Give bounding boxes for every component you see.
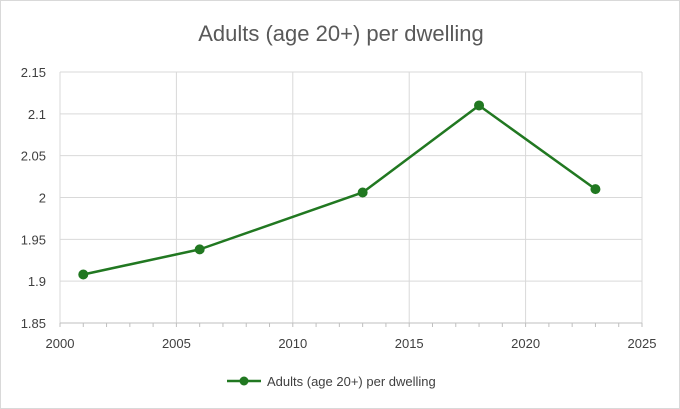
y-tick-label: 1.95 xyxy=(21,232,46,247)
legend-point-marker xyxy=(239,376,249,386)
legend: Adults (age 20+) per dwelling xyxy=(227,374,436,389)
x-tick-label: 2010 xyxy=(278,336,307,351)
axes: 1.85 1.9 1.95 2 2.05 2.1 2.15 2000 2005 2010 2015 2… xyxy=(21,65,657,351)
series-layer xyxy=(78,100,601,280)
legend-label: Adults (age 20+) per dwelling xyxy=(267,374,436,389)
y-tick-label: 1.85 xyxy=(21,316,46,331)
data-point xyxy=(78,269,89,280)
x-tick-label: 2025 xyxy=(628,336,657,351)
data-point xyxy=(590,184,601,195)
x-tick-label: 2015 xyxy=(395,336,424,351)
x-tick-label: 2000 xyxy=(46,336,75,351)
chart-title: Adults (age 20+) per dwelling xyxy=(198,21,484,46)
data-point xyxy=(194,244,205,255)
data-point xyxy=(357,187,368,198)
y-tick-label: 2.1 xyxy=(28,107,46,122)
data-point xyxy=(474,100,485,111)
y-tick-label: 2.15 xyxy=(21,65,46,80)
grid-lines xyxy=(59,71,643,324)
y-tick-label: 2.05 xyxy=(21,149,46,164)
x-tick-label: 2020 xyxy=(511,336,540,351)
y-tick-label: 2 xyxy=(39,191,46,206)
y-tick-label: 1.9 xyxy=(28,274,46,289)
x-tick-label: 2005 xyxy=(162,336,191,351)
series-line xyxy=(83,104,597,276)
